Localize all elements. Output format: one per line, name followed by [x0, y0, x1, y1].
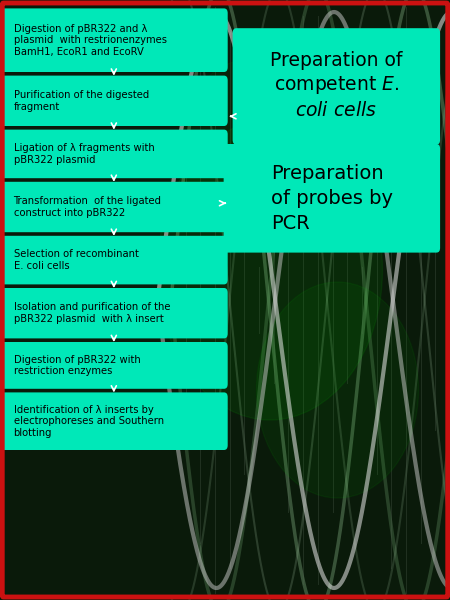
Text: Identification of λ inserts by
electrophoreses and Southern
blotting: Identification of λ inserts by electroph…: [14, 404, 164, 438]
Text: Selection of recombinant
E. coli cells: Selection of recombinant E. coli cells: [14, 250, 139, 271]
Text: Ligation of λ fragments with
pBR322 plasmid: Ligation of λ fragments with pBR322 plas…: [14, 143, 154, 164]
FancyBboxPatch shape: [0, 342, 228, 389]
Text: Isolation and purification of the
pBR322 plasmid  with λ insert: Isolation and purification of the pBR322…: [14, 302, 170, 324]
Text: Preparation of: Preparation of: [270, 50, 403, 70]
FancyBboxPatch shape: [0, 392, 228, 450]
Text: Purification of the digested
fragment: Purification of the digested fragment: [14, 90, 149, 112]
Circle shape: [256, 282, 419, 498]
FancyBboxPatch shape: [224, 144, 440, 253]
FancyBboxPatch shape: [0, 182, 228, 232]
Circle shape: [158, 120, 382, 420]
Text: competent $\mathit{E}.$: competent $\mathit{E}.$: [274, 74, 399, 96]
FancyBboxPatch shape: [0, 130, 228, 178]
Text: Digestion of pBR322 with
restriction enzymes: Digestion of pBR322 with restriction enz…: [14, 355, 140, 376]
FancyBboxPatch shape: [0, 236, 228, 284]
Circle shape: [180, 60, 315, 240]
FancyBboxPatch shape: [0, 8, 228, 72]
Text: Transformation  of the ligated
construct into pBR322: Transformation of the ligated construct …: [14, 196, 162, 218]
FancyBboxPatch shape: [0, 76, 228, 126]
Text: Digestion of pBR322 and λ
plasmid  with restrionenzymes
BamH1, EcoR1 and EcoRV: Digestion of pBR322 and λ plasmid with r…: [14, 23, 166, 57]
FancyBboxPatch shape: [233, 28, 440, 145]
FancyBboxPatch shape: [0, 288, 228, 338]
Text: $\mathit{coli\ cells}$: $\mathit{coli\ cells}$: [295, 101, 378, 120]
Text: Preparation
of probes by
PCR: Preparation of probes by PCR: [271, 164, 393, 233]
